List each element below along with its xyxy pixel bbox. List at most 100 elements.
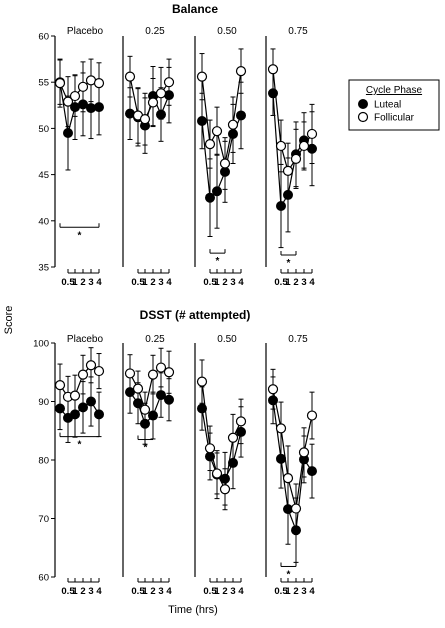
- balance-y-tick-label: 55: [38, 78, 49, 89]
- dsst-follicular-point: [124, 368, 136, 379]
- dsst-x-tick-label: 0.5: [61, 586, 75, 597]
- dsst-follicular-point: [290, 503, 302, 514]
- dsst-follicular-point: [298, 447, 310, 458]
- balance-x-tick-label: 4: [96, 277, 102, 288]
- balance-x-tick-label: 2: [80, 277, 85, 288]
- balance-x-tick-label: 2: [150, 277, 155, 288]
- balance-luteal-point: [236, 110, 246, 121]
- balance-y-tick-label: 50: [38, 124, 49, 135]
- balance-luteal-point: [78, 99, 88, 110]
- dsst-panel-label: Placebo: [67, 334, 104, 345]
- balance-panel-label: 0.25: [145, 26, 165, 37]
- dsst-follicular-point: [147, 369, 159, 380]
- balance-luteal-point: [228, 128, 238, 139]
- dsst-luteal-point: [55, 403, 65, 414]
- dsst-x-tick-label: 1: [214, 586, 220, 597]
- balance-follicular-point: [204, 139, 216, 150]
- balance-follicular-point: [196, 71, 208, 82]
- balance-luteal-point: [220, 166, 230, 177]
- balance-follicular-point: [163, 77, 175, 88]
- legend: Cycle Phase Luteal Follicular: [348, 79, 440, 131]
- dsst-panel-label: 0.50: [217, 334, 237, 345]
- balance-panel-label: Placebo: [67, 26, 104, 37]
- balance-x-tick-label: 0.5: [203, 277, 217, 288]
- dsst-luteal-point: [276, 453, 286, 464]
- balance-x-tick-label: 4: [238, 277, 244, 288]
- dsst-follicular-point: [211, 468, 223, 479]
- dsst-follicular-point: [196, 376, 208, 387]
- dsst-x-tick-label: 4: [96, 586, 102, 597]
- balance-luteal-point: [268, 88, 278, 99]
- balance-x-tick-label: 0.5: [61, 277, 75, 288]
- dsst-luteal-point: [220, 473, 230, 484]
- dsst-luteal-line: [201, 408, 242, 480]
- dsst-x-tick-label: 3: [230, 586, 235, 597]
- dsst-y-tick-label: 80: [38, 456, 49, 467]
- balance-follicular-point: [290, 153, 302, 164]
- balance-x-tick-label: 1: [72, 277, 78, 288]
- dsst-x-tick-label: 1: [72, 586, 78, 597]
- dsst-x-tick-label: 0.5: [203, 586, 217, 597]
- balance-follicular-point: [306, 128, 318, 140]
- dsst-luteal-point: [140, 418, 150, 429]
- dsst-significance-star: *: [144, 443, 148, 454]
- balance-y-tick-label: 60: [38, 32, 49, 43]
- dsst-follicular-point: [163, 367, 175, 378]
- dsst-chart-title: DSST (# attempted): [140, 308, 251, 322]
- balance-follicular-point: [219, 158, 231, 169]
- balance-luteal-point: [197, 116, 207, 127]
- dsst-luteal-point: [70, 409, 80, 420]
- dsst-y-tick-label: 60: [38, 573, 49, 584]
- legend-follicular-label: Follicular: [374, 113, 415, 124]
- balance-x-tick-label: 1: [285, 277, 291, 288]
- dsst-follicular-point: [275, 423, 287, 434]
- dsst-follicular-point: [77, 369, 89, 380]
- dsst-luteal-point: [78, 402, 88, 413]
- dsst-follicular-point: [69, 390, 81, 401]
- balance-follicular-point: [93, 78, 105, 89]
- dsst-x-tick-label: 1: [142, 586, 148, 597]
- dsst-x-tick-label: 2: [150, 586, 155, 597]
- dsst-luteal-point: [236, 426, 246, 437]
- dsst-x-tick-label: 0.5: [131, 586, 145, 597]
- dsst-x-tick-label: 4: [309, 586, 315, 597]
- balance-follicular-point: [235, 66, 247, 77]
- y-axis-label: Score: [3, 306, 15, 335]
- dsst-luteal-point: [291, 525, 301, 536]
- balance-follicular-point: [139, 114, 151, 125]
- dsst-y-tick-label: 100: [33, 339, 49, 350]
- dsst-y-tick-label: 70: [38, 514, 49, 525]
- balance-y-tick-label: 45: [38, 170, 49, 181]
- balance-x-tick-label: 0.5: [274, 277, 288, 288]
- balance-luteal-point: [212, 186, 222, 197]
- balance-chart-title: Balance: [172, 2, 218, 16]
- balance-x-tick-label: 3: [158, 277, 163, 288]
- dsst-x-tick-label: 1: [285, 586, 291, 597]
- balance-x-tick-label: 3: [301, 277, 306, 288]
- balance-follicular-point: [124, 71, 136, 82]
- dsst-significance-star: *: [78, 440, 82, 451]
- balance-luteal-point: [156, 109, 166, 120]
- balance-follicular-point: [275, 140, 287, 152]
- dsst-follicular-point: [267, 384, 279, 395]
- balance-x-tick-label: 4: [309, 277, 315, 288]
- dsst-follicular-point: [204, 443, 216, 454]
- dsst-luteal-point: [133, 398, 143, 409]
- balance-follicular-point: [267, 64, 279, 75]
- dsst-follicular-point: [306, 410, 318, 421]
- balance-significance-star: *: [287, 258, 291, 269]
- dsst-x-tick-label: 4: [166, 586, 172, 597]
- balance-x-tick-label: 2: [293, 277, 298, 288]
- dsst-x-tick-label: 2: [222, 586, 227, 597]
- dsst-luteal-point: [94, 409, 104, 420]
- balance-luteal-point: [63, 128, 73, 139]
- balance-y-tick-label: 40: [38, 216, 49, 227]
- dsst-x-tick-label: 0.5: [274, 586, 288, 597]
- balance-follicular-point: [147, 97, 159, 108]
- balance-follicular-point: [211, 126, 223, 137]
- dsst-panel-label: 0.75: [288, 334, 308, 345]
- dsst-follicular-point: [139, 404, 151, 415]
- dsst-follicular-point: [54, 380, 66, 391]
